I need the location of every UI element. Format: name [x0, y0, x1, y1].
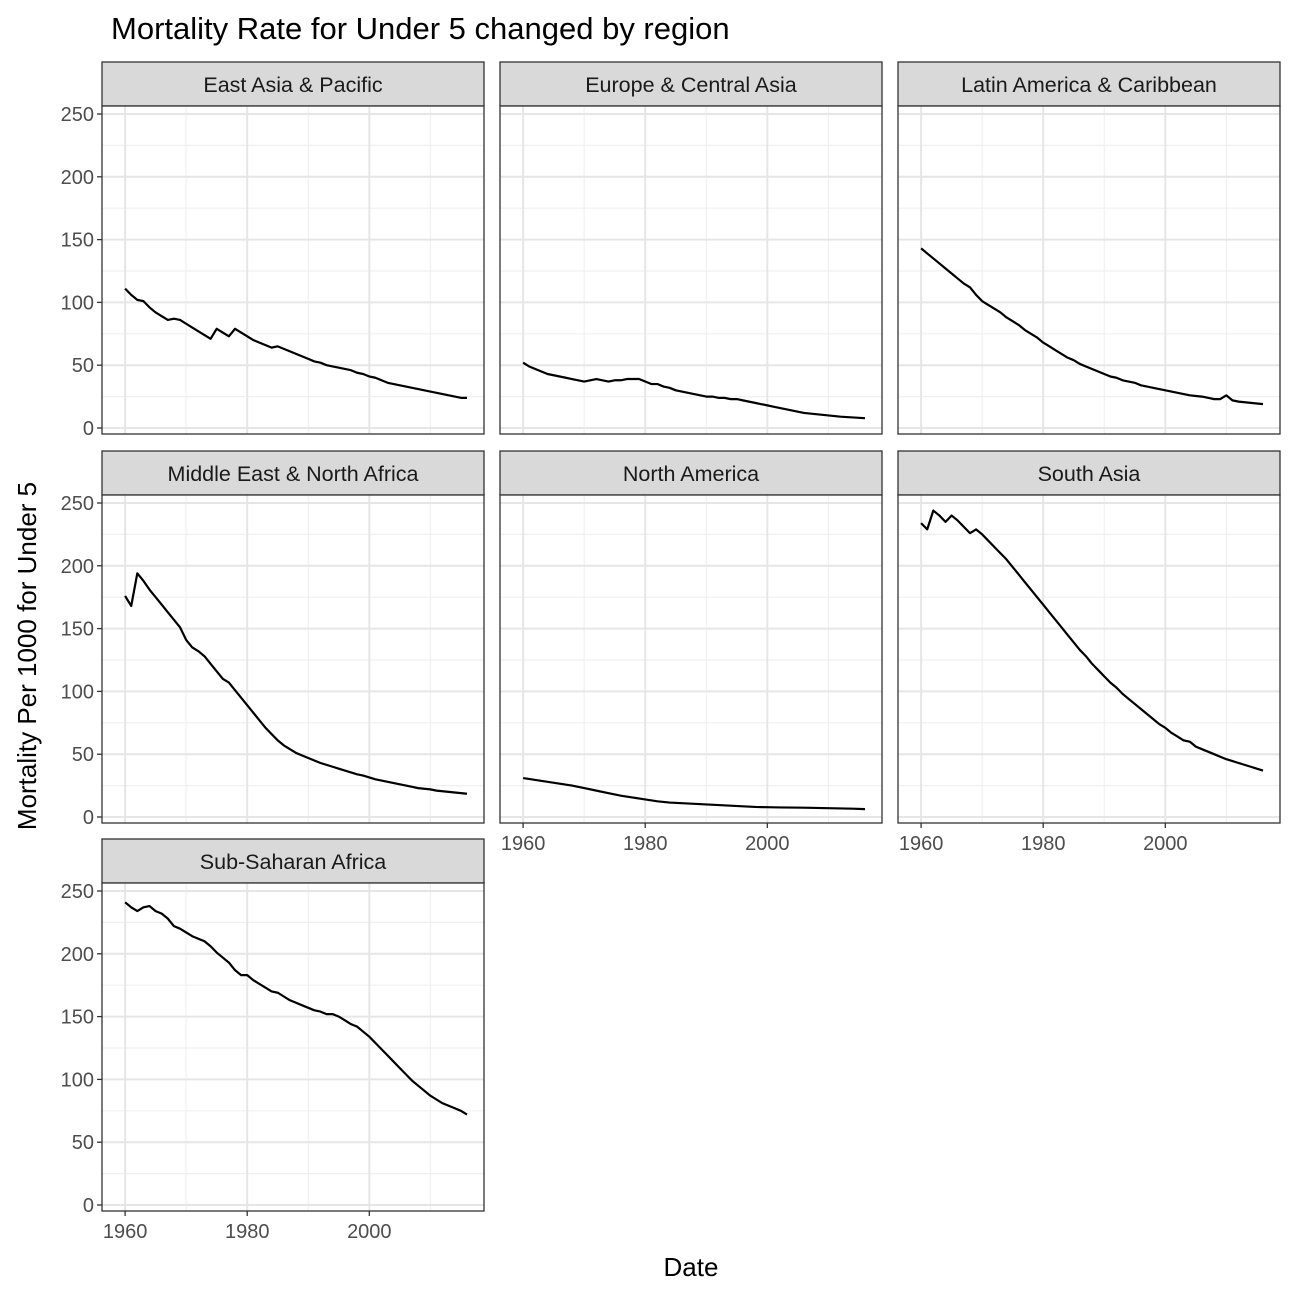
y-tick-label: 200 — [61, 556, 94, 578]
panel-border — [101, 105, 485, 435]
x-tick-label: 1980 — [1021, 833, 1066, 855]
panel-border — [101, 882, 485, 1212]
facet-panel: South Asia 1960 1980 2000 — [897, 450, 1281, 855]
y-tick-label: 0 — [83, 1195, 94, 1217]
facet-strip — [101, 450, 485, 496]
x-tick-label: 1960 — [103, 1221, 148, 1243]
facet-panel: Europe & Central Asia — [499, 61, 883, 435]
facet-strip-label: Sub-Saharan Africa — [200, 850, 386, 874]
plot-background — [102, 106, 484, 434]
facet-panel: Latin America & Caribbean — [897, 61, 1281, 435]
y-tick-label: 150 — [61, 1007, 94, 1029]
series-line — [124, 287, 467, 399]
facet-strip — [101, 61, 485, 107]
facet-strip-label: Latin America & Caribbean — [961, 73, 1217, 97]
panel-border — [499, 105, 883, 435]
panel-border — [897, 494, 1281, 824]
x-tick-label: 1960 — [501, 833, 546, 855]
y-tick-label: 50 — [72, 355, 94, 377]
facet-strip-label: South Asia — [1038, 462, 1141, 486]
y-tick-label: 100 — [61, 292, 94, 314]
x-axis-title: Date — [664, 1252, 719, 1282]
facet-strip-label: Middle East & North Africa — [168, 462, 419, 486]
y-tick-label: 200 — [61, 944, 94, 966]
y-tick-label: 50 — [72, 1132, 94, 1154]
plot-background — [102, 495, 484, 823]
facet-panels: East Asia & Pacific 0 50 100 150 200 250 Europe… — [61, 61, 1281, 1243]
facet-panel: East Asia & Pacific 0 50 100 150 200 250 — [61, 61, 485, 440]
y-tick-label: 150 — [61, 230, 94, 252]
y-tick-label: 50 — [72, 744, 94, 766]
y-tick-label: 100 — [61, 1069, 94, 1091]
series-line — [522, 776, 866, 811]
x-tick-label: 1980 — [623, 833, 668, 855]
series-line — [124, 572, 468, 795]
y-axis-title: Mortality Per 1000 for Under 5 — [12, 482, 42, 830]
series-line — [920, 509, 1264, 772]
chart-title: Mortality Rate for Under 5 changed by re… — [111, 11, 730, 46]
plot-background — [102, 883, 484, 1211]
facet-strip-label: Europe & Central Asia — [585, 73, 797, 97]
facet-panel: Sub-Saharan Africa 0 50 100 150 200 250 1960 198… — [61, 838, 485, 1243]
facet-panel: Middle East & North Africa 0 50 100 150 200 25… — [61, 450, 485, 829]
facet-strip — [897, 450, 1281, 496]
series-line — [124, 901, 468, 1116]
x-tick-label: 2000 — [347, 1221, 392, 1243]
y-tick-label: 0 — [83, 807, 94, 829]
plot-background — [500, 106, 882, 434]
plot-background — [898, 106, 1280, 434]
panel-border — [499, 494, 883, 824]
facet-strip-label: East Asia & Pacific — [203, 73, 382, 97]
x-tick-label: 1980 — [225, 1221, 270, 1243]
x-tick-label: 2000 — [1143, 833, 1188, 855]
y-tick-label: 0 — [83, 418, 94, 440]
y-tick-label: 200 — [61, 167, 94, 189]
panel-border — [101, 494, 485, 824]
plot-background — [500, 495, 882, 823]
facet-strip — [101, 838, 485, 884]
y-tick-label: 150 — [61, 619, 94, 641]
facet-strip-label: North America — [623, 462, 759, 486]
y-tick-label: 250 — [61, 881, 94, 903]
y-tick-label: 100 — [61, 681, 94, 703]
panel-border — [897, 105, 1281, 435]
y-tick-label: 250 — [61, 493, 94, 515]
x-tick-label: 2000 — [745, 833, 790, 855]
facet-strip — [897, 61, 1281, 107]
facet-strip — [499, 61, 883, 107]
x-tick-label: 1960 — [899, 833, 944, 855]
facet-panel: North America 1960 1980 2000 — [499, 450, 883, 855]
series-line — [522, 361, 866, 420]
series-line — [920, 247, 1264, 406]
y-tick-label: 250 — [61, 104, 94, 126]
